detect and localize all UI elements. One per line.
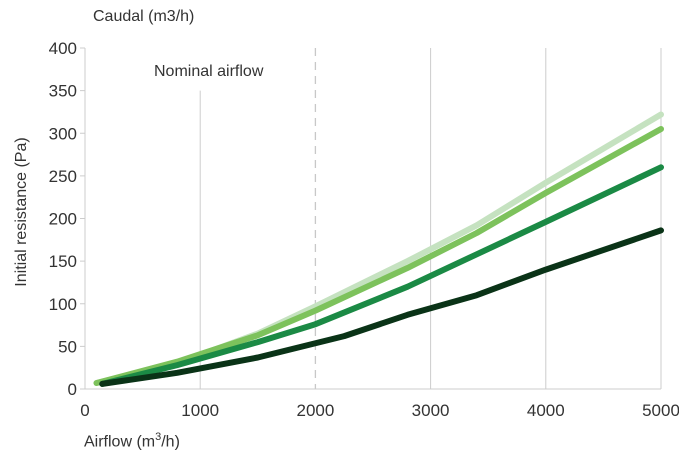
top-axis-title: Caudal (m3/h) [93, 8, 195, 25]
grid-lines [199, 48, 662, 389]
x-tick-label-4000: 4000 [527, 401, 565, 420]
y-tick-label-400: 400 [49, 39, 77, 58]
y-tick-label-100: 100 [49, 295, 77, 314]
nominal-airflow-annotation: Nominal airflow [154, 63, 264, 80]
series-line-2 [93, 126, 664, 386]
series-line-4 [99, 227, 664, 387]
x-axis-title-suffix: /h) [161, 433, 180, 451]
x-tick-label-5000: 5000 [642, 401, 679, 420]
x-tick-label-3000: 3000 [412, 401, 450, 420]
tick-labels: 0 1000 2000 3000 4000 5000 0 50 100 150 200 250 300 3… [49, 39, 679, 420]
x-axis-title-prefix: Airflow (m [84, 433, 156, 451]
y-axis-title: Initial resistance (Pa) [13, 137, 30, 286]
x-axis-title-superscript: 3 [155, 431, 162, 443]
y-tick-label-50: 50 [58, 337, 77, 356]
x-axis-title: Airflow (m3/h) [84, 431, 180, 451]
y-tick-label-350: 350 [49, 82, 77, 101]
axes [80, 47, 661, 390]
x-tick-label-2000: 2000 [296, 401, 334, 420]
y-tick-label-200: 200 [49, 210, 77, 229]
y-tick-label-150: 150 [49, 252, 77, 271]
series-line-3 [99, 164, 664, 387]
series-lines [93, 111, 664, 387]
y-tick-label-300: 300 [49, 124, 77, 143]
series-line-1 [93, 111, 664, 386]
x-tick-label-0: 0 [80, 401, 89, 420]
x-tick-label-1000: 1000 [181, 401, 219, 420]
y-tick-label-0: 0 [68, 380, 77, 399]
y-tick-label-250: 250 [49, 167, 77, 186]
